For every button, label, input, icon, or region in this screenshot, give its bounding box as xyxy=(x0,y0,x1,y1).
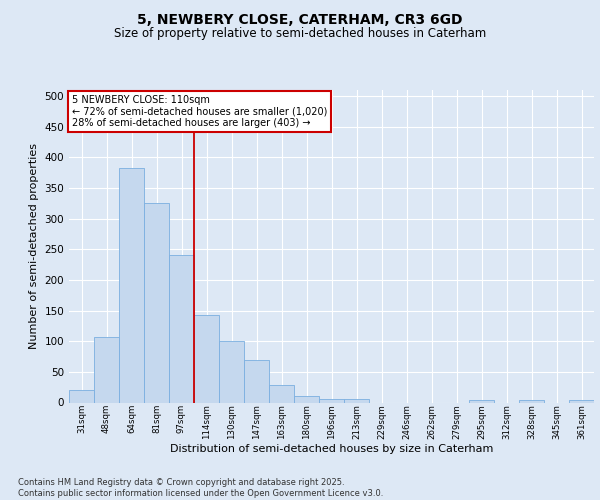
Bar xyxy=(94,337,119,402)
Bar xyxy=(69,390,94,402)
Bar xyxy=(219,340,244,402)
Bar xyxy=(269,386,294,402)
Bar xyxy=(244,360,269,403)
Bar xyxy=(294,396,319,402)
Bar xyxy=(569,400,594,402)
Bar xyxy=(319,400,344,402)
Text: 5 NEWBERY CLOSE: 110sqm
← 72% of semi-detached houses are smaller (1,020)
28% of: 5 NEWBERY CLOSE: 110sqm ← 72% of semi-de… xyxy=(71,94,327,128)
Bar xyxy=(119,168,144,402)
Bar xyxy=(519,400,544,402)
Bar xyxy=(344,399,369,402)
Y-axis label: Number of semi-detached properties: Number of semi-detached properties xyxy=(29,143,39,349)
Bar xyxy=(169,256,194,402)
Bar xyxy=(144,204,169,402)
Bar xyxy=(194,315,219,402)
Text: 5, NEWBERY CLOSE, CATERHAM, CR3 6GD: 5, NEWBERY CLOSE, CATERHAM, CR3 6GD xyxy=(137,12,463,26)
Text: Contains HM Land Registry data © Crown copyright and database right 2025.
Contai: Contains HM Land Registry data © Crown c… xyxy=(18,478,383,498)
Text: Size of property relative to semi-detached houses in Caterham: Size of property relative to semi-detach… xyxy=(114,28,486,40)
X-axis label: Distribution of semi-detached houses by size in Caterham: Distribution of semi-detached houses by … xyxy=(170,444,493,454)
Bar xyxy=(469,400,494,402)
